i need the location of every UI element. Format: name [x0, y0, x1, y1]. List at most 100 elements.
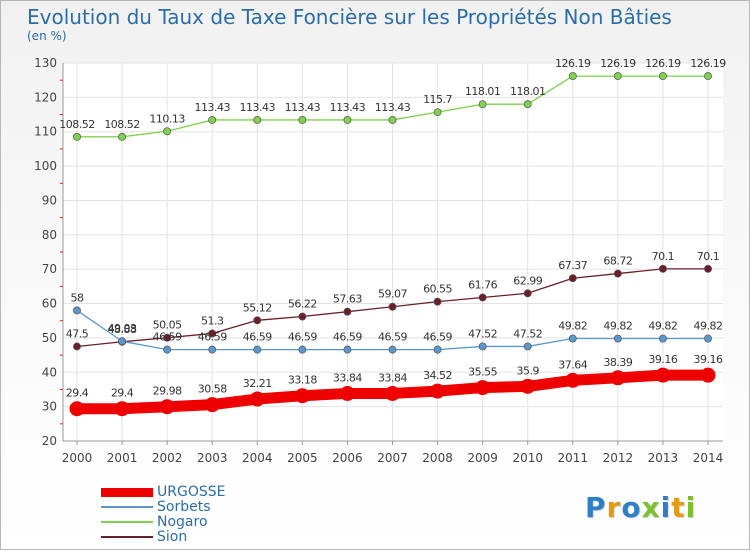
y-tick-label: 40 [42, 365, 57, 379]
data-label-urgosse: 32.21 [243, 377, 272, 390]
x-tick-label: 2000 [62, 451, 93, 465]
legend-label-urgosse: URGOSSE [157, 484, 226, 500]
data-point-sion [208, 329, 217, 338]
x-tick-label: 2007 [377, 451, 408, 465]
y-tick-label: 30 [42, 400, 57, 414]
data-label-nogaro: 115.7 [423, 93, 452, 106]
logo-letter: i [685, 491, 697, 524]
data-label-nogaro: 113.43 [330, 101, 366, 114]
data-point-sion [73, 342, 81, 351]
data-label-urgosse: 35.55 [468, 366, 497, 379]
data-point-sorbets [118, 337, 127, 346]
data-point-sion [704, 264, 712, 273]
data-label-sion: 67.37 [558, 259, 587, 272]
data-label-urgosse: 34.52 [423, 369, 452, 382]
data-point-nogaro [163, 127, 172, 136]
x-tick-label: 2012 [603, 451, 634, 465]
data-label-sion: 68.72 [603, 255, 632, 268]
data-point-sion [388, 302, 397, 311]
data-point-sorbets [433, 345, 442, 354]
data-label-urgosse: 29.4 [111, 387, 134, 400]
data-point-nogaro [658, 72, 667, 81]
data-label-sion: 51.3 [201, 314, 224, 327]
data-point-sion [478, 293, 487, 302]
data-label-sorbets: 49.03 [108, 322, 137, 335]
data-label-nogaro: 118.01 [510, 85, 546, 98]
data-point-sion [298, 312, 307, 321]
data-label-sorbets: 49.82 [603, 320, 632, 333]
data-label-nogaro: 113.43 [240, 101, 276, 114]
data-label-nogaro: 108.52 [104, 118, 140, 131]
data-label-urgosse: 29.98 [153, 385, 182, 398]
data-label-urgosse: 37.64 [558, 358, 587, 371]
data-point-urgosse [430, 383, 446, 399]
data-point-sorbets [478, 342, 487, 351]
data-label-sorbets: 46.59 [198, 331, 227, 344]
x-tick-label: 2010 [512, 451, 543, 465]
x-tick-label: 2014 [693, 451, 724, 465]
logo-letter: t [671, 491, 686, 524]
data-point-sion [433, 297, 442, 306]
data-point-nogaro [118, 132, 127, 141]
y-tick-label: 50 [42, 331, 57, 345]
data-point-nogaro [298, 115, 307, 124]
legend-swatch-urgosse [101, 487, 153, 497]
x-tick-label: 2001 [107, 451, 138, 465]
data-point-sorbets [568, 334, 577, 343]
data-point-sorbets [343, 345, 352, 354]
data-label-nogaro: 126.19 [645, 57, 681, 70]
data-point-urgosse [204, 397, 220, 413]
data-point-sorbets [388, 345, 397, 354]
data-label-urgosse: 33.18 [288, 374, 317, 387]
data-point-sorbets [704, 334, 712, 343]
data-label-sorbets: 58 [71, 291, 84, 304]
data-point-urgosse [69, 401, 85, 417]
logo-letter: x [641, 491, 661, 524]
data-label-nogaro: 118.01 [465, 85, 501, 98]
data-label-sorbets: 49.82 [648, 320, 677, 333]
x-tick-label: 2009 [467, 451, 498, 465]
data-label-nogaro: 113.43 [285, 101, 321, 114]
legend-swatch-nogaro [101, 521, 153, 523]
data-point-urgosse [159, 399, 175, 415]
y-tick-label: 130 [34, 56, 57, 70]
y-tick-label: 90 [42, 193, 57, 207]
data-label-sion: 60.55 [423, 283, 452, 296]
data-point-urgosse [294, 388, 310, 404]
data-label-sion: 47.5 [66, 328, 89, 341]
data-point-sion [163, 333, 172, 342]
logo-letter: P [585, 491, 607, 524]
data-point-nogaro [388, 115, 397, 124]
logo-letter: i [660, 491, 672, 524]
data-point-nogaro [568, 72, 577, 81]
data-label-sorbets: 46.59 [153, 331, 182, 344]
y-tick-label: 60 [42, 297, 57, 311]
data-label-sorbets: 49.82 [558, 320, 587, 333]
data-label-nogaro: 126.19 [555, 57, 591, 70]
y-unit-label: (en %) [27, 29, 67, 43]
data-label-urgosse: 30.58 [198, 383, 227, 396]
data-point-urgosse [114, 401, 130, 417]
data-label-urgosse: 35.9 [516, 364, 539, 377]
data-label-sion: 56.22 [288, 298, 317, 311]
data-label-sion: 62.99 [513, 274, 542, 287]
x-tick-label: 2002 [152, 451, 183, 465]
data-point-urgosse [249, 391, 265, 407]
chart-title: Evolution du Taux de Taxe Foncière sur l… [27, 5, 672, 29]
data-label-urgosse: 33.84 [378, 371, 407, 384]
legend-swatch-sorbets [101, 506, 153, 508]
data-label-sion: 61.76 [468, 278, 497, 291]
data-label-nogaro: 126.19 [600, 57, 636, 70]
data-label-sion: 70.1 [697, 250, 720, 263]
data-point-nogaro [478, 100, 487, 109]
data-point-sion [253, 316, 262, 325]
data-label-nogaro: 113.43 [194, 101, 230, 114]
data-point-nogaro [208, 115, 217, 124]
data-point-sion [523, 289, 532, 298]
data-point-sorbets [658, 334, 667, 343]
legend-label-sorbets: Sorbets [157, 499, 211, 515]
data-point-urgosse [339, 385, 355, 401]
logo-letter: r [606, 491, 622, 524]
data-point-nogaro [613, 72, 622, 81]
data-point-nogaro [704, 72, 712, 81]
